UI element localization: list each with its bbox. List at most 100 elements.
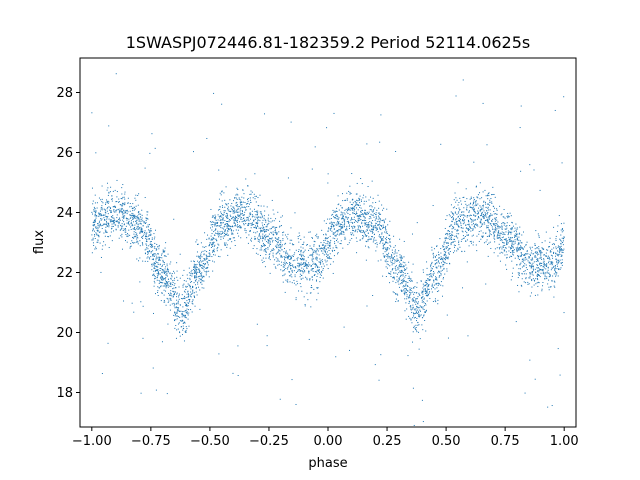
data-point [517, 249, 519, 251]
data-point [342, 193, 344, 195]
data-point [478, 240, 480, 242]
data-point [397, 259, 399, 261]
data-point [124, 191, 126, 193]
data-point [167, 284, 169, 286]
data-point [450, 244, 452, 246]
data-point [345, 215, 347, 217]
data-point [216, 248, 218, 250]
data-point [178, 293, 180, 295]
data-point [159, 259, 161, 261]
data-point [366, 229, 368, 230]
data-point [540, 250, 542, 252]
data-point [319, 281, 321, 283]
data-point [511, 231, 513, 233]
data-point [104, 211, 106, 213]
data-point [174, 327, 176, 329]
data-point [312, 267, 314, 269]
data-point [298, 251, 300, 253]
data-point [500, 233, 502, 235]
data-point [277, 241, 279, 243]
data-point [555, 235, 557, 237]
data-point [409, 278, 411, 280]
data-point [373, 238, 375, 240]
data-point [467, 335, 469, 337]
data-point [448, 253, 450, 255]
data-point [524, 259, 526, 261]
data-point [377, 228, 379, 230]
data-point [419, 309, 421, 311]
data-point [325, 261, 327, 263]
data-point [263, 230, 265, 232]
data-point [142, 220, 144, 222]
data-point [501, 226, 503, 228]
data-point [502, 241, 504, 243]
data-point [491, 226, 493, 228]
data-point [452, 213, 454, 215]
data-point [188, 312, 190, 314]
data-point [304, 265, 306, 267]
data-point [554, 271, 556, 273]
data-point [167, 253, 169, 255]
data-point [489, 241, 491, 243]
data-point [303, 262, 305, 264]
data-point [216, 233, 218, 235]
data-point [375, 239, 377, 241]
data-point [401, 257, 403, 259]
data-point [279, 246, 281, 248]
data-point [514, 257, 516, 259]
data-point [326, 257, 328, 259]
data-point [477, 225, 479, 227]
data-point [410, 318, 412, 320]
data-point [160, 254, 162, 256]
data-point [197, 268, 199, 270]
data-point [502, 246, 504, 248]
data-point [232, 212, 234, 214]
data-point [493, 233, 495, 235]
data-point [414, 309, 416, 311]
data-point [201, 277, 203, 279]
data-point [352, 232, 354, 234]
data-point [442, 257, 444, 259]
data-point [531, 259, 533, 261]
data-point [165, 290, 167, 292]
data-point [328, 228, 330, 230]
data-point [181, 294, 183, 296]
data-point [229, 238, 231, 240]
data-point [350, 232, 352, 234]
data-point [482, 102, 484, 104]
data-point [332, 226, 334, 228]
data-point [409, 287, 411, 289]
data-point [263, 226, 265, 228]
data-point [115, 229, 117, 231]
data-point [373, 216, 375, 218]
data-point [166, 285, 168, 287]
data-point [510, 279, 512, 281]
data-point [503, 222, 505, 224]
data-point [282, 275, 284, 277]
data-point [197, 281, 199, 283]
data-point [456, 250, 458, 252]
data-point [516, 251, 518, 253]
data-point [457, 224, 459, 226]
data-point [334, 222, 336, 224]
data-point [374, 243, 376, 245]
data-point [533, 269, 535, 271]
data-point [542, 272, 544, 274]
data-point [537, 269, 539, 271]
data-point [214, 218, 216, 220]
data-point [94, 224, 96, 226]
data-point [385, 248, 387, 250]
data-point [206, 261, 208, 263]
data-point [324, 251, 326, 253]
data-point [510, 255, 512, 257]
data-point [220, 234, 222, 236]
data-point [136, 222, 138, 224]
data-point [317, 250, 319, 252]
data-point [290, 273, 292, 275]
data-point [427, 295, 429, 297]
data-point [393, 276, 395, 278]
data-point [126, 222, 128, 224]
data-point [188, 284, 190, 286]
data-point [480, 215, 482, 217]
data-point [273, 249, 275, 251]
